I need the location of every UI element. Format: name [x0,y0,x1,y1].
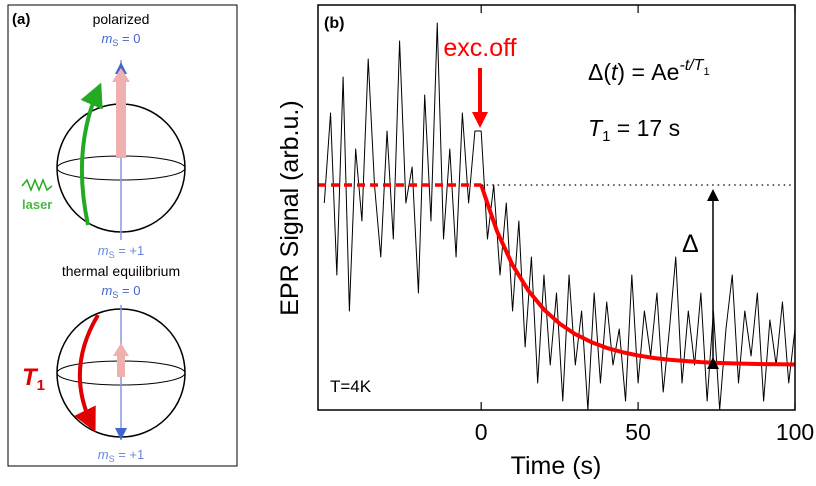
exc-off-label: exc.off [443,34,516,62]
sphere-title: thermal equilibrium [62,263,180,279]
polarization-arrow-head [113,343,129,356]
state-value: = 0 [118,31,140,46]
t1-value: T1 = 17 s [588,115,680,145]
x-tick-label: 50 [625,419,651,445]
x-tick-label: 0 [475,419,488,445]
temperature-label: T=4K [330,377,372,396]
delta-label: Δ [682,230,699,258]
data-line [323,22,796,411]
t1-symbol: T [22,364,39,391]
state-subscript: S [112,290,118,300]
panel-a: (a) polarized mS = 0 laser mS = +1 therm… [7,4,238,467]
state-value: = +1 [115,447,145,462]
y-axis-label: EPR Signal (arb.u.) [276,100,304,315]
polarization-arrow-head [112,68,130,82]
t1-subscript: 1 [37,377,45,394]
t1-symbol: T [588,115,604,141]
state-subscript: S [112,38,118,48]
t1-label: T1 [22,364,45,394]
formula-part: t [611,59,619,85]
exc-off-arrow-head [472,112,488,128]
relaxation-transition [74,313,100,433]
state-symbol: m [102,31,113,46]
t1-text: = 17 s [610,115,680,141]
state-value: = 0 [118,283,140,298]
formula-part: ) = Ae [617,59,679,85]
state-symbol: m [102,283,113,298]
state-value: = +1 [115,243,145,258]
panel-label: (b) [324,15,344,32]
laser-label: laser [22,197,52,212]
state-label: mS = +1 [98,243,145,260]
state-subscript: S [109,250,115,260]
state-symbol: m [98,447,109,462]
panel-frame [7,4,238,467]
polarization-arrow [117,355,125,377]
laser-photon [21,177,53,193]
sphere-title: polarized [93,11,150,27]
fit-formula: Δ(t) = Ae-t/T1 [588,57,710,85]
state-symbol: m [98,243,109,258]
formula-subscript: 1 [703,66,709,78]
state-label: mS = 0 [102,31,141,48]
data-line [479,184,796,367]
state-label: mS = 0 [102,283,141,300]
state-label: mS = +1 [98,447,145,464]
state-arrow [115,428,127,440]
x-axis-label: Time (s) [511,452,602,480]
polarization-arrow [116,78,126,158]
x-tick-label: 100 [776,419,814,445]
state-subscript: S [109,454,115,464]
laser-transition [79,82,103,226]
panel-b: (b) EPR Signal (arb.u.) Time (s) exc.off… [276,15,710,480]
t1-subscript: 1 [602,128,610,145]
panel-label: (a) [12,11,30,28]
formula-exponent: -t/T [679,57,704,74]
plot-frame [317,4,796,411]
formula-part: Δ( [588,59,611,85]
